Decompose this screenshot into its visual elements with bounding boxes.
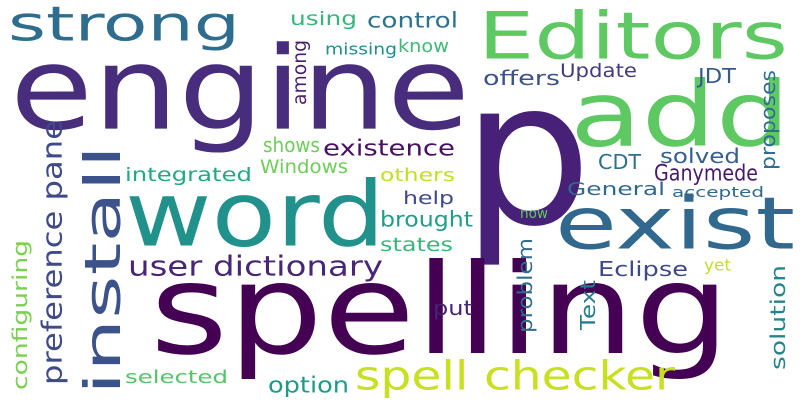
- word-yet: yet: [704, 255, 731, 275]
- word-accepted: accepted: [672, 183, 764, 201]
- word-preference-pane: preference pane: [35, 120, 69, 385]
- word-states: states: [380, 233, 453, 256]
- word-windows: Windows: [260, 155, 348, 178]
- word-help: help: [403, 187, 454, 209]
- word-control: control: [367, 8, 458, 33]
- word-general: General: [567, 178, 666, 200]
- word-problem: problem: [513, 237, 537, 333]
- word-install: install: [73, 145, 133, 395]
- word-missing: missing: [325, 39, 398, 59]
- word-existence: existence: [323, 135, 455, 161]
- word-using: using: [290, 7, 357, 30]
- word-eclipse: Eclipse: [598, 257, 688, 281]
- word-shows: shows: [263, 133, 320, 157]
- word-solved: solved: [660, 144, 741, 168]
- word-put: put: [433, 296, 474, 320]
- word-others: others: [380, 164, 456, 186]
- word-add: add: [570, 61, 791, 168]
- word-word: word: [125, 161, 385, 268]
- word-text: Text: [576, 280, 600, 330]
- word-configuring: configuring: [8, 240, 32, 390]
- word-user-dictionary: user dictionary: [128, 249, 383, 283]
- word-jdt: JDT: [698, 64, 737, 88]
- word-offers: offers: [483, 66, 560, 90]
- word-brought: brought: [380, 207, 473, 232]
- word-exist: exist: [555, 181, 795, 266]
- word-option: option: [268, 372, 350, 398]
- word-p: p: [462, 37, 592, 271]
- word-now: now: [520, 204, 549, 222]
- word-cdt: CDT: [598, 150, 641, 174]
- word-among: among: [288, 39, 311, 105]
- word-engine: engine: [10, 21, 471, 157]
- word-ganymede: Ganymede: [654, 160, 758, 186]
- word-editors: Editors: [478, 0, 789, 75]
- word-strong: strong: [8, 0, 241, 52]
- word-spelling: spelling: [150, 236, 731, 383]
- word-proposes: proposes: [756, 69, 780, 170]
- word-solution: solution: [766, 264, 790, 370]
- word-selected: selected: [125, 366, 228, 388]
- word-spell-checker: spell checker: [355, 352, 676, 400]
- word-integrated: integrated: [125, 163, 252, 186]
- word-update: Update: [560, 59, 637, 82]
- word-know: know: [398, 35, 450, 57]
